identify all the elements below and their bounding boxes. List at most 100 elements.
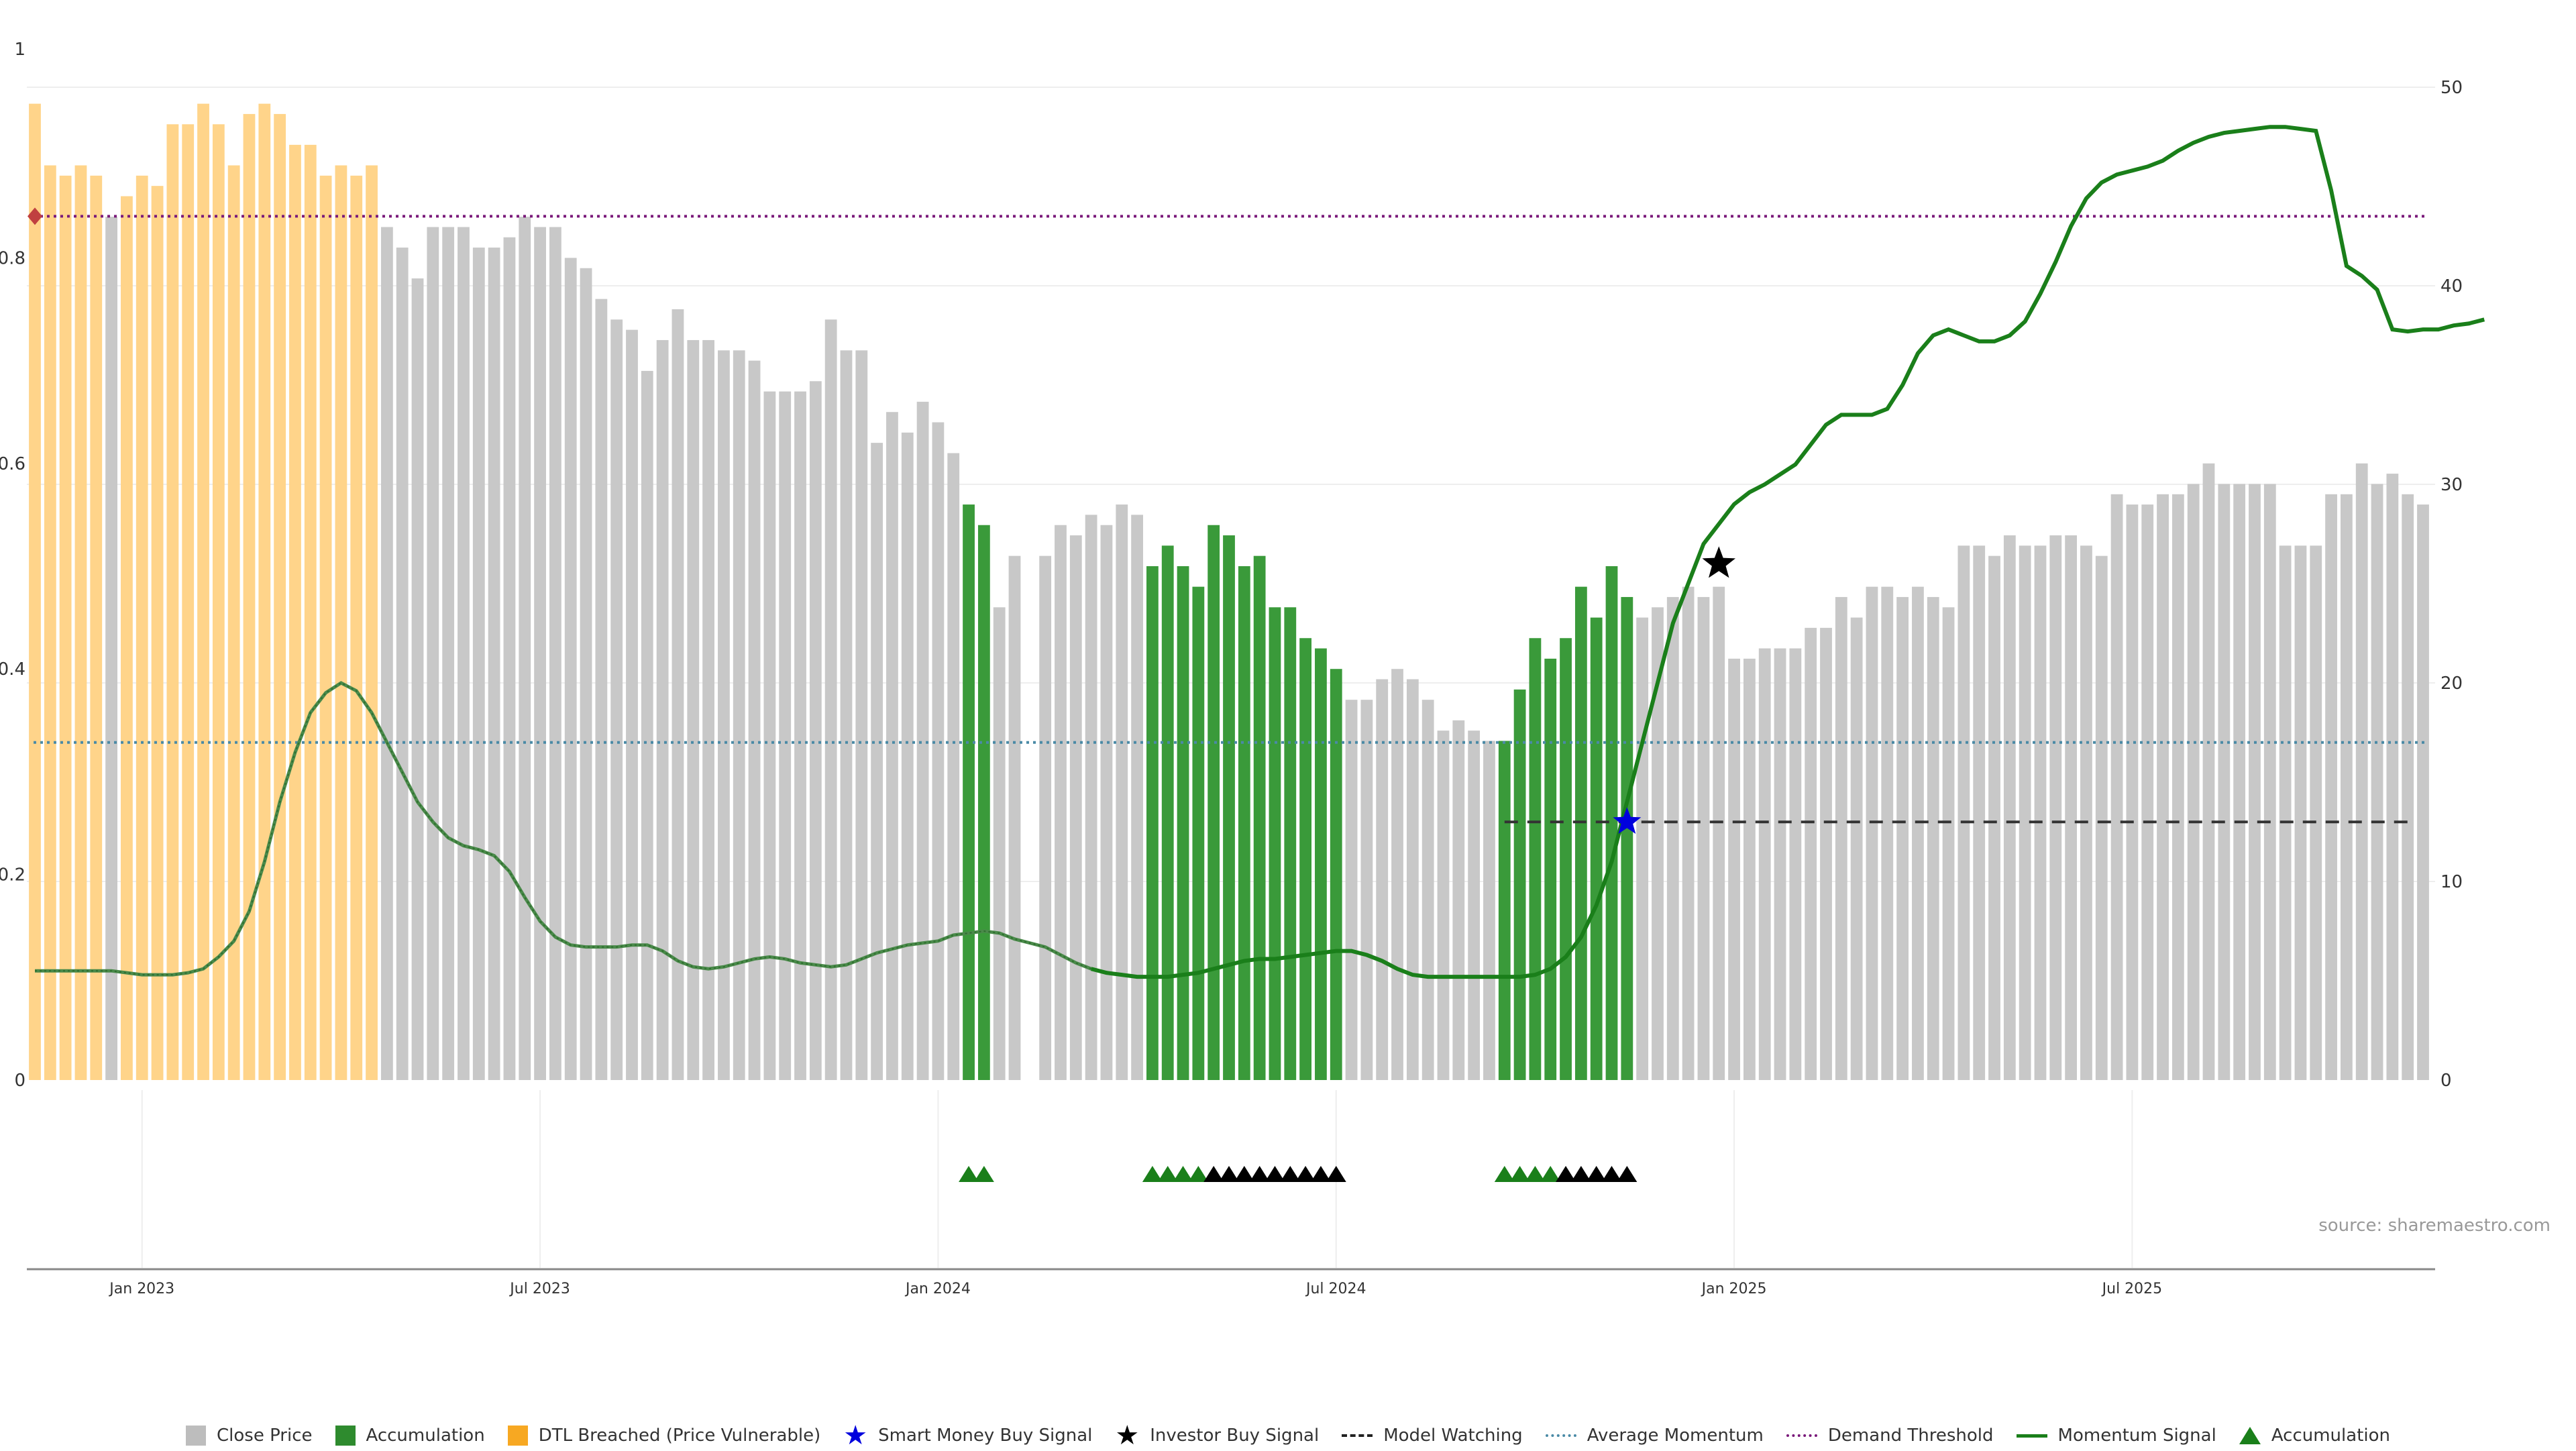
close-price-bar bbox=[564, 258, 577, 1080]
accumulation-bar bbox=[1330, 669, 1342, 1080]
close-price-bar bbox=[427, 227, 439, 1081]
accumulation-bar bbox=[1529, 638, 1542, 1080]
dtl-bar bbox=[289, 144, 301, 1080]
legend-label: Demand Threshold bbox=[1827, 1426, 1994, 1446]
smart-money-buy-star bbox=[1613, 807, 1642, 834]
accumulation-bar bbox=[1284, 607, 1297, 1080]
green-triangle bbox=[1509, 1166, 1530, 1182]
green-triangle bbox=[1525, 1166, 1546, 1182]
close-price-bar bbox=[763, 391, 776, 1080]
close-price-bar bbox=[2340, 494, 2353, 1080]
dtl-bar bbox=[90, 175, 103, 1081]
close-price-bar bbox=[641, 370, 653, 1081]
green-triangle bbox=[1173, 1166, 1193, 1182]
green-triangle bbox=[973, 1166, 994, 1182]
dtl-bar bbox=[166, 124, 179, 1081]
x-axis-tick: Jul 2024 bbox=[1305, 1281, 1366, 1297]
close-price-swatch bbox=[185, 1426, 206, 1446]
close-price-bar bbox=[1345, 700, 1358, 1080]
close-price-bar bbox=[1820, 627, 1832, 1080]
dtl-bar bbox=[258, 103, 271, 1081]
bars-group bbox=[29, 103, 2429, 1081]
black-triangle bbox=[1203, 1166, 1224, 1182]
accumulation-bar bbox=[1560, 638, 1572, 1080]
close-price-bar bbox=[519, 217, 531, 1080]
close-price-bar bbox=[718, 350, 730, 1080]
close-price-bar bbox=[2080, 545, 2092, 1080]
close-price-bar bbox=[1927, 596, 1939, 1080]
dtl-bar bbox=[243, 113, 256, 1080]
close-price-bar bbox=[2202, 463, 2215, 1080]
black-triangle bbox=[1234, 1166, 1254, 1182]
close-price-bar bbox=[458, 227, 470, 1081]
close-price-bar bbox=[396, 248, 409, 1081]
right-axis-tick: 0 bbox=[2440, 1071, 2452, 1091]
left-axis-tick: 1 bbox=[14, 40, 25, 60]
close-price-bar bbox=[687, 339, 700, 1081]
close-price-bar bbox=[534, 227, 546, 1081]
close-price-bar bbox=[748, 360, 761, 1080]
legend-label: Accumulation bbox=[366, 1426, 485, 1446]
close-price-bar bbox=[1758, 648, 1771, 1080]
momentum-line bbox=[1090, 125, 2485, 979]
close-price-bar bbox=[809, 381, 822, 1080]
close-price-bar bbox=[1652, 607, 1664, 1080]
close-price-bar bbox=[1116, 504, 1128, 1080]
close-price-bar bbox=[1850, 617, 1863, 1080]
legend-label: DTL Breached (Price Vulnerable) bbox=[538, 1426, 821, 1446]
close-price-bar bbox=[2310, 545, 2322, 1080]
accumulation-bar bbox=[1161, 545, 1174, 1080]
legend-item: ★ Investor Buy Signal bbox=[1115, 1422, 1319, 1449]
close-price-bar bbox=[1069, 535, 1082, 1080]
dtl-bar bbox=[350, 175, 363, 1081]
right-axis-tick: 10 bbox=[2440, 872, 2463, 892]
green-triangle bbox=[1157, 1166, 1178, 1182]
legend-label: Average Momentum bbox=[1587, 1426, 1764, 1446]
close-price-bar bbox=[549, 227, 561, 1081]
accumulation-bar bbox=[1590, 617, 1603, 1080]
close-price-bar bbox=[993, 607, 1006, 1080]
green-triangle bbox=[1494, 1166, 1515, 1182]
close-price-bar bbox=[2157, 494, 2169, 1080]
close-price-bar bbox=[2049, 535, 2062, 1080]
dtl-bar bbox=[366, 165, 378, 1080]
legend-item: Momentum Signal bbox=[2016, 1426, 2216, 1446]
black-triangle bbox=[1310, 1166, 1331, 1182]
legend-item: Average Momentum bbox=[1545, 1426, 1764, 1446]
close-price-bar bbox=[1100, 525, 1113, 1080]
green-triangle bbox=[959, 1166, 979, 1182]
close-price-bar bbox=[916, 401, 929, 1080]
dtl-bar bbox=[74, 165, 87, 1080]
close-price-bar bbox=[2110, 494, 2123, 1080]
close-price-bar bbox=[2371, 484, 2383, 1080]
close-price-bar bbox=[1713, 586, 1725, 1080]
close-price-bar bbox=[1896, 596, 1909, 1080]
close-price-bar bbox=[472, 248, 485, 1081]
accumulation-swatch bbox=[335, 1426, 356, 1446]
accumulation-bar bbox=[963, 504, 975, 1080]
close-price-bar bbox=[2171, 494, 2184, 1080]
investor-buy-star bbox=[1702, 546, 1735, 578]
close-price-bar bbox=[1406, 679, 1419, 1080]
close-price-bar bbox=[411, 278, 424, 1080]
dashed-line-icon bbox=[1342, 1434, 1373, 1437]
legend: Close Price Accumulation DTL Breached (Pri… bbox=[0, 1422, 2576, 1449]
close-price-bar bbox=[2095, 555, 2108, 1080]
close-price-bar bbox=[1131, 515, 1143, 1080]
source-credit: source: sharemaestro.com bbox=[2318, 1216, 2551, 1236]
close-price-bar bbox=[1437, 731, 1450, 1080]
legend-label: Smart Money Buy Signal bbox=[878, 1426, 1093, 1446]
close-price-bar bbox=[2386, 474, 2399, 1080]
legend-label: Model Watching bbox=[1383, 1426, 1523, 1446]
dtl-bar bbox=[304, 144, 317, 1080]
accumulation-bar bbox=[1208, 525, 1220, 1080]
dtl-bar bbox=[182, 124, 195, 1081]
momentum-group bbox=[35, 125, 2485, 979]
close-price-bar bbox=[2126, 504, 2139, 1080]
accumulation-bar bbox=[1269, 607, 1281, 1080]
close-price-bar bbox=[733, 350, 745, 1080]
dtl-bar bbox=[319, 175, 332, 1081]
close-price-bar bbox=[626, 329, 638, 1080]
right-axis-tick: 40 bbox=[2440, 276, 2463, 297]
legend-item: Accumulation bbox=[2239, 1426, 2390, 1446]
